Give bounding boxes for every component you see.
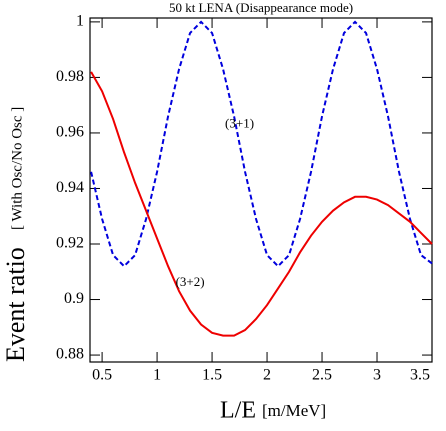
x-tick-label: 1 [153, 367, 161, 384]
y-axis-unit: [ With Osc/No Osc ] [9, 107, 25, 230]
x-axis-label: L/E [220, 398, 256, 424]
series-line [90, 20, 433, 268]
series-label: (3+2) [176, 274, 205, 289]
y-tick-label: 0.94 [56, 179, 84, 196]
y-tick-label: 0.88 [56, 346, 84, 363]
chart-title: 50 kt LENA (Disappearance mode) [169, 0, 353, 15]
x-tick-label: 3 [373, 367, 381, 384]
y-axis-label: Event ratio [1, 247, 30, 362]
x-tick-label: 1.5 [202, 367, 222, 384]
x-tick-label: 2 [263, 367, 271, 384]
plot-frame [89, 17, 433, 363]
x-tick-label: 3.5 [410, 367, 430, 384]
x-tick-label: 0.5 [92, 367, 112, 384]
y-tick-label: 0.9 [64, 290, 84, 307]
x-axis-unit: [m/MeV] [262, 401, 326, 420]
x-tick-label: 2.5 [312, 367, 332, 384]
series-label: (3+1) [225, 116, 254, 131]
y-tick-label: 1 [76, 13, 84, 30]
y-tick-label: 0.96 [56, 124, 84, 141]
y-tick-label: 0.98 [56, 68, 84, 85]
series-line [90, 71, 433, 337]
y-tick-label: 0.92 [56, 235, 84, 252]
